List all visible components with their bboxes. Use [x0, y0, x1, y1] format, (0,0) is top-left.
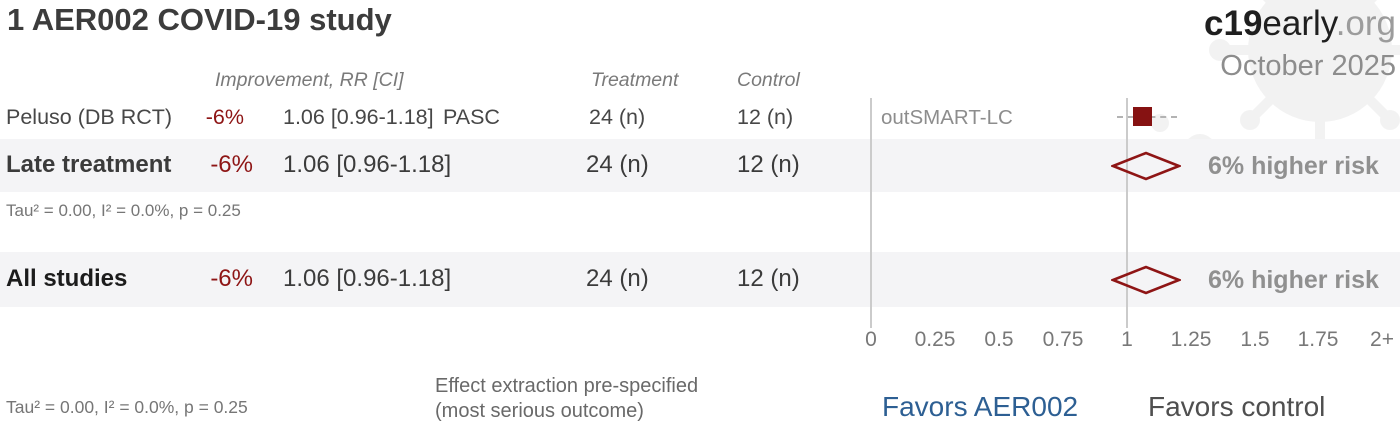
all-studies-row-band: [0, 252, 1400, 307]
logo-suffix-part: .org: [1335, 4, 1396, 43]
site-logo-link[interactable]: c19early.org: [1204, 4, 1396, 44]
study-outcome: PASC: [443, 105, 500, 129]
study-control-n: 12 (n): [737, 105, 794, 129]
all-studies-label: All studies: [6, 265, 128, 292]
all-studies-control-n: 12 (n): [737, 265, 800, 292]
report-date: October 2025: [1220, 50, 1396, 82]
axis-tick-0: 0: [865, 328, 877, 351]
page-title: 1 AER002 COVID-19 study: [7, 2, 392, 37]
all-studies-result: 6% higher risk: [1208, 266, 1379, 294]
late-treatment-control-n: 12 (n): [737, 151, 800, 178]
footnote-line2: (most serious outcome): [435, 400, 644, 422]
gridline-rr1: [1126, 98, 1128, 328]
coronavirus-watermark-icon: [1151, 0, 1400, 166]
axis-tick-2plus: 2+: [1370, 328, 1394, 351]
footnote-line1: Effect extraction pre-specified: [435, 375, 699, 397]
favors-treatment-label: Favors AER002: [882, 391, 1079, 422]
study-label[interactable]: Peluso (DB RCT): [6, 105, 173, 129]
gridline-rr0: [870, 98, 872, 328]
axis-tick-15: 1.5: [1240, 328, 1270, 351]
all-studies-treatment-n: 24 (n): [586, 265, 649, 292]
late-treatment-result: 6% higher risk: [1208, 152, 1379, 180]
column-header-improvement: Improvement, RR [CI]: [215, 69, 404, 91]
logo-bold-part: c19: [1204, 4, 1263, 43]
effect-square-marker: [1133, 107, 1152, 126]
column-header-control: Control: [737, 69, 800, 91]
logo-regular-part: early: [1262, 4, 1336, 43]
axis-tick-05: 0.5: [984, 328, 1014, 351]
study-improvement: -6%: [205, 105, 244, 129]
axis-tick-125: 1.25: [1170, 328, 1212, 351]
axis-tick-175: 1.75: [1297, 328, 1339, 351]
late-treatment-heterogeneity: Tau² = 0.00, I² = 0.0%, p = 0.25: [6, 201, 241, 220]
overall-heterogeneity: Tau² = 0.00, I² = 0.0%, p = 0.25: [6, 397, 248, 417]
late-treatment-row-band: [0, 139, 1400, 192]
all-studies-improvement: -6%: [210, 265, 253, 292]
all-studies-rr-ci: 1.06 [0.96-1.18]: [283, 265, 452, 292]
late-treatment-diamond-marker: [1111, 151, 1181, 181]
axis-tick-075: 0.75: [1042, 328, 1084, 351]
late-treatment-rr-ci: 1.06 [0.96-1.18]: [283, 151, 452, 178]
axis-tick-025: 0.25: [914, 328, 956, 351]
favors-control-label: Favors control: [1148, 391, 1326, 422]
column-header-treatment: Treatment: [591, 69, 679, 91]
study-trial-name[interactable]: outSMART-LC: [881, 106, 1013, 129]
study-rr-ci: 1.06 [0.96-1.18]: [283, 105, 434, 129]
late-treatment-label: Late treatment: [6, 151, 172, 178]
study-treatment-n: 24 (n): [589, 105, 646, 129]
axis-tick-1: 1: [1121, 328, 1133, 351]
late-treatment-treatment-n: 24 (n): [586, 151, 649, 178]
all-studies-diamond-marker: [1111, 265, 1181, 295]
late-treatment-improvement: -6%: [210, 151, 253, 178]
